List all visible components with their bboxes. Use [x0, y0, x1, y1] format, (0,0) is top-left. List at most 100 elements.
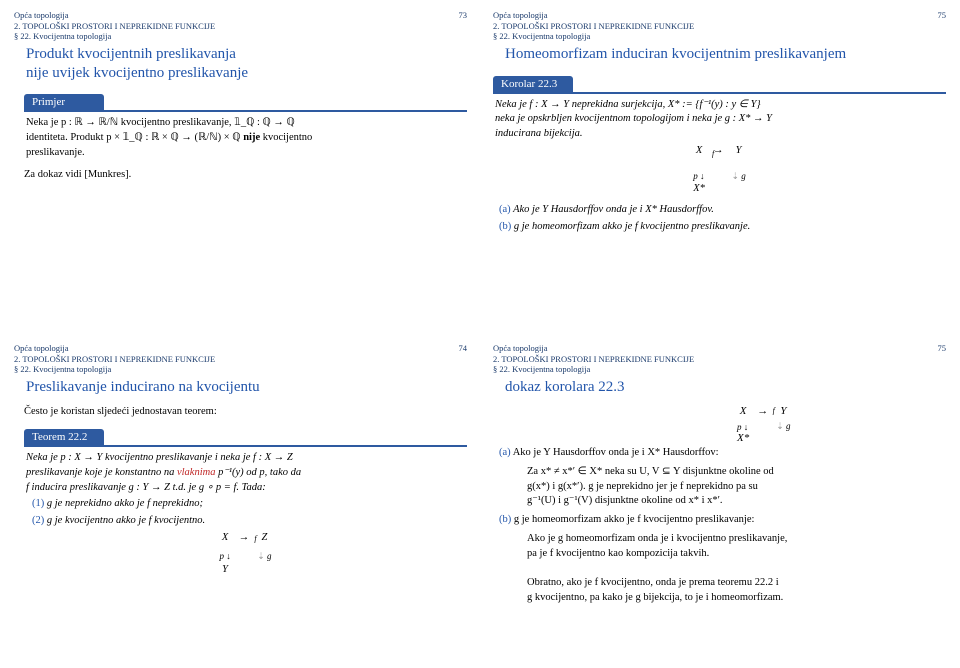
label-1: (1)	[32, 498, 44, 509]
text-2: g je kvocijentno akko je f kvocijentno.	[44, 515, 205, 526]
text-a-l3: g(x*) i g(x*′). g je neprekidno jer je f…	[527, 481, 758, 492]
theorem-box-body: Neka je p : X → Y kvocijentno preslikava…	[24, 445, 467, 581]
pre-text: Često je koristan sljedeći jednostavan t…	[24, 405, 467, 420]
commutative-diagram: X→Y f p ↓⇣ g X*	[733, 405, 795, 445]
slide-title: Preslikavanje inducirano na kvocijentu	[26, 378, 467, 397]
arrow-down-icon: ↓	[744, 422, 749, 432]
page-number: 75	[938, 10, 947, 21]
diag-f-label: f	[689, 158, 709, 169]
diag-p: p	[693, 171, 698, 181]
arrow-dashed-icon: ⇣	[731, 171, 739, 181]
slide-header: Opća topologija 74 2. TOPOLOŠKI PROSTORI…	[14, 343, 467, 375]
item-1: (1) g je neprekidno akko je f neprekidno…	[32, 497, 465, 512]
slide-74: Opća topologija 74 2. TOPOLOŠKI PROSTORI…	[4, 337, 477, 664]
diag-p: p	[219, 551, 224, 561]
text-a-l1: Ako je Y Hausdorffov onda je i X* Hausdo…	[511, 447, 719, 458]
slide-75b: Opća topologija 75 2. TOPOLOŠKI PROSTORI…	[483, 337, 956, 664]
theorem-box-header: Teorem 22.2	[24, 429, 104, 445]
body-line: preslikavanje koje je konstantno na	[26, 467, 177, 478]
corollary-box-body: Neka je f : X → Y neprekidna surjekcija,…	[493, 92, 946, 201]
hdr-line2: 2. TOPOLOŠKI PROSTORI I NEPREKIDNE FUNKC…	[14, 354, 215, 364]
diag-Xstar: X*	[733, 432, 753, 444]
body-line: f inducira preslikavanje g : Y → Z t.d. …	[26, 482, 266, 493]
slide-header: Opća topologija 75 2. TOPOLOŠKI PROSTORI…	[493, 343, 946, 375]
diag-g: g	[267, 551, 272, 561]
slide-header: Opća topologija 73 2. TOPOLOŠKI PROSTORI…	[14, 10, 467, 42]
example-box-body: Neka je p : ℝ → ℝ/ℕ kvocijentno preslika…	[24, 110, 467, 162]
corollary-box-header: Korolar 22.3	[493, 76, 573, 92]
diag-f: f	[773, 406, 775, 415]
hdr-line3: § 22. Kvocijentna topologija	[14, 31, 111, 41]
body-nije: nije	[243, 132, 260, 143]
text-b-l5: g kvocijentno, pa kako je g bijekcija, t…	[527, 592, 783, 603]
body-line: Neka je p : X → Y kvocijentno preslikava…	[26, 452, 293, 463]
arrow-down-icon: ↓	[700, 171, 705, 181]
item-b: (b) g je homeomorfizam akko je f kvocije…	[499, 513, 946, 605]
body-line: neka je opskrbljen kvocijentnom topologi…	[495, 113, 772, 124]
hdr-line1: Opća topologija	[14, 10, 69, 20]
diag-g: g	[786, 421, 791, 431]
diag-X: X	[215, 531, 234, 546]
item-a: (a) Ako je Y Hausdorffov onda je i X* Ha…	[499, 203, 946, 218]
example-box-header: Primjer	[24, 94, 104, 110]
label-a: (a)	[499, 447, 511, 458]
slide-title: Homeomorfizam induciran kvocijentnim pre…	[505, 45, 946, 64]
text-b-l3: pa je f kvocijentno kao kompozicija takv…	[527, 548, 709, 559]
hdr-line2: 2. TOPOLOŠKI PROSTORI I NEPREKIDNE FUNKC…	[493, 21, 694, 31]
slide-header: Opća topologija 75 2. TOPOLOŠKI PROSTORI…	[493, 10, 946, 42]
title-line1: Produkt kvocijentnih preslikavanja	[26, 46, 236, 62]
text-b: g je homeomorfizam akko je f kvocijentno…	[511, 221, 750, 232]
body-line: inducirana bijekcija.	[495, 128, 582, 139]
diag-X: X	[689, 144, 709, 159]
text-1: g je neprekidno akko je f neprekidno;	[44, 498, 203, 509]
label-2: (2)	[32, 515, 44, 526]
hdr-line1: Opća topologija	[493, 10, 548, 20]
slide-title: dokaz korolara 22.3	[505, 378, 946, 397]
slide-75a: Opća topologija 75 2. TOPOLOŠKI PROSTORI…	[483, 4, 956, 331]
body-line: preslikavanje.	[26, 147, 85, 158]
hdr-line1: Opća topologija	[493, 343, 548, 353]
item-2: (2) g je kvocijentno akko je f kvocijent…	[32, 514, 465, 529]
emph-vlaknima: vlaknima	[177, 467, 216, 478]
hdr-line2: 2. TOPOLOŠKI PROSTORI I NEPREKIDNE FUNKC…	[14, 21, 215, 31]
body-line: p⁻¹(y) od p, tako da	[215, 467, 301, 478]
body-line: kvocijentno	[263, 132, 313, 143]
text-a: Ako je Y Hausdorffov onda je i X* Hausdo…	[511, 204, 714, 215]
diag-Y: Y	[215, 563, 234, 578]
arrow-down-icon: ↓	[226, 551, 231, 561]
label-a: (a)	[499, 204, 511, 215]
arrow-dashed-icon: ⇣	[257, 551, 265, 561]
body-line: Neka je f : X → Y neprekidna surjekcija,…	[495, 99, 761, 110]
body-line: identiteta. Produkt p × 𝟙_ℚ : ℝ × ℚ → (ℝ…	[26, 132, 241, 143]
arrow-right-icon: →	[235, 531, 254, 546]
diag-p: p	[737, 422, 742, 432]
slide-title: Produkt kvocijentnih preslikavanja nije …	[26, 45, 467, 83]
text-a-l4: g⁻¹(U) i g⁻¹(V) disjunktne okoline od x*…	[527, 495, 723, 506]
text-b-l1: g je homeomorfizam akko je f kvocijentno…	[511, 514, 754, 525]
commutative-diagram: X→Y f p ↓⇣ g X*	[689, 144, 749, 197]
diag-Y: Y	[727, 144, 749, 159]
text-b-l2: Ako je g homeomorfizam onda je i kvocije…	[527, 533, 787, 544]
hdr-line2: 2. TOPOLOŠKI PROSTORI I NEPREKIDNE FUNKC…	[493, 354, 694, 364]
page-number: 73	[459, 10, 468, 21]
after-text: Za dokaz vidi [Munkres].	[24, 168, 467, 183]
hdr-line1: Opća topologija	[14, 343, 69, 353]
page-number: 74	[459, 343, 468, 354]
label-b: (b)	[499, 221, 511, 232]
label-b: (b)	[499, 514, 511, 525]
hdr-line3: § 22. Kvocijentna topologija	[14, 364, 111, 374]
diag-f: f	[254, 534, 256, 543]
arrow-dashed-icon: ⇣	[776, 421, 784, 431]
item-a: (a) Ako je Y Hausdorffov onda je i X* Ha…	[499, 446, 946, 509]
diag-Y: Y	[772, 405, 794, 417]
arrow-right-icon: →	[753, 405, 772, 417]
text-b-l4: Obratno, ako je f kvocijentno, onda je p…	[527, 577, 779, 588]
diag-g: g	[741, 171, 746, 181]
page-number: 75	[938, 343, 947, 354]
title-line2: nije uvijek kvocijentno preslikavanje	[26, 65, 248, 81]
diag-Xstar: X*	[689, 182, 709, 197]
slide-73: Opća topologija 73 2. TOPOLOŠKI PROSTORI…	[4, 4, 477, 331]
hdr-line3: § 22. Kvocijentna topologija	[493, 364, 590, 374]
item-b: (b) g je homeomorfizam akko je f kvocije…	[499, 220, 946, 235]
text-a-l2: Za x* ≠ x*′ ∈ X* neka su U, V ⊆ Y disjun…	[527, 466, 774, 477]
